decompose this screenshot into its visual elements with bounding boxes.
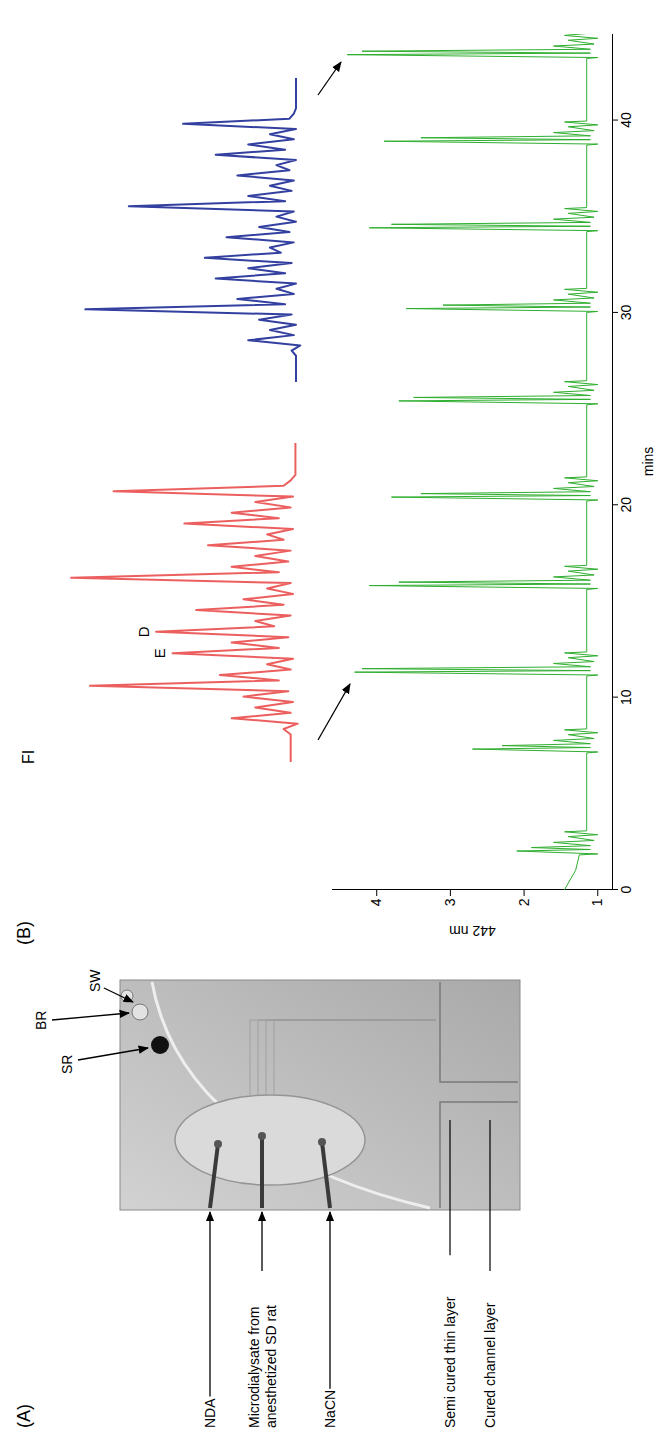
svg-text:20: 20	[618, 497, 634, 513]
svg-text:anesthetized SD rat: anesthetized SD rat	[263, 1305, 279, 1428]
svg-text:1: 1	[589, 898, 605, 906]
svg-text:E: E	[151, 648, 168, 658]
svg-text:Microdialysate from: Microdialysate from	[246, 1307, 262, 1428]
svg-text:2: 2	[516, 898, 532, 906]
svg-text:D: D	[135, 626, 152, 637]
svg-text:Semi cured thin layer: Semi cured thin layer	[442, 1296, 458, 1428]
svg-text:30: 30	[618, 304, 634, 320]
svg-text:3: 3	[442, 898, 458, 906]
svg-text:442 nm: 442 nm	[449, 923, 496, 939]
svg-text:SR: SR	[59, 1055, 75, 1074]
svg-text:NDA: NDA	[202, 1398, 218, 1428]
svg-text:4: 4	[368, 898, 384, 906]
svg-text:10: 10	[618, 689, 634, 705]
svg-text:(B): (B)	[14, 921, 34, 945]
svg-text:Cured channel layer: Cured channel layer	[482, 1302, 498, 1428]
svg-text:0: 0	[618, 885, 634, 893]
svg-text:NaCN: NaCN	[322, 1390, 338, 1428]
svg-text:mins: mins	[640, 447, 656, 477]
svg-text:FI: FI	[20, 750, 37, 764]
svg-text:(A): (A)	[14, 1404, 34, 1428]
svg-text:SW: SW	[87, 969, 103, 992]
svg-text:BR: BR	[33, 1011, 49, 1030]
svg-text:40: 40	[618, 112, 634, 128]
